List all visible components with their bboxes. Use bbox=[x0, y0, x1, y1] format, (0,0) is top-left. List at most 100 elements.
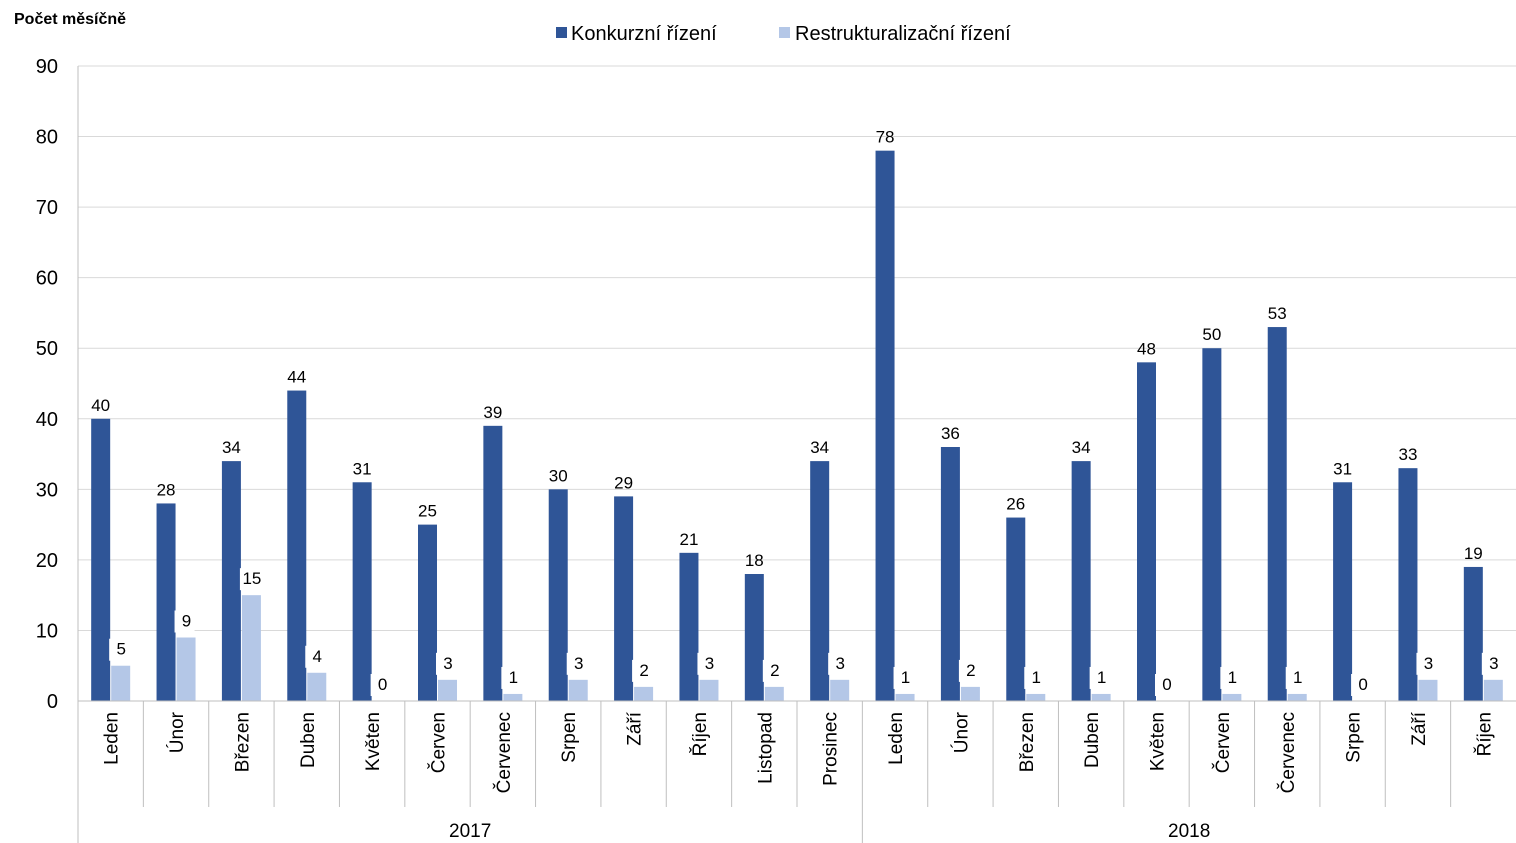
bar-konkurzni bbox=[91, 418, 111, 701]
data-label-restrukturalizacni: 1 bbox=[509, 668, 518, 687]
data-label-background bbox=[1155, 674, 1175, 696]
category-labels: Leden Únor Březen Duben Květen Červen Červenec… bbox=[102, 711, 1496, 793]
group-label: 2018 bbox=[1168, 821, 1210, 842]
data-label-background bbox=[697, 652, 718, 675]
bar-restrukturalizacni bbox=[895, 693, 915, 701]
bar-restrukturalizacni bbox=[634, 686, 654, 701]
category-label: Červen bbox=[1212, 712, 1234, 773]
data-label-konkurzni: 78 bbox=[876, 128, 895, 147]
y-axis-label: Počet měsíčně bbox=[14, 11, 126, 28]
y-tick-label: 80 bbox=[36, 127, 58, 149]
bar-restrukturalizacni bbox=[1287, 693, 1307, 701]
legend-label-restrukturalizacni: Restrukturalizační řízení bbox=[795, 23, 1011, 45]
data-label-restrukturalizacni: 3 bbox=[443, 654, 452, 673]
data-label-background bbox=[436, 652, 456, 675]
data-label-restrukturalizacni: 3 bbox=[574, 654, 583, 673]
category-label: Srpen bbox=[559, 712, 580, 763]
bar-restrukturalizacni bbox=[960, 686, 980, 701]
bar-konkurzni bbox=[418, 524, 437, 701]
bar-konkurzni bbox=[156, 503, 176, 701]
data-label-restrukturalizacni: 0 bbox=[378, 675, 387, 694]
data-label-konkurzni: 34 bbox=[222, 438, 241, 457]
data-label-background bbox=[239, 568, 260, 591]
bar-restrukturalizacni bbox=[1026, 693, 1046, 701]
category-label: Září bbox=[1409, 711, 1430, 746]
data-label-restrukturalizacni: 3 bbox=[1424, 654, 1433, 673]
bar-konkurzni bbox=[1006, 517, 1026, 701]
bar-restrukturalizacni bbox=[503, 693, 523, 701]
data-label-konkurzni: 40 bbox=[91, 396, 110, 415]
bars: 4052893415444310253391303292213182343781… bbox=[91, 128, 1503, 701]
category-label: Březen bbox=[1017, 712, 1038, 772]
axes bbox=[77, 66, 1516, 843]
category-label: Duben bbox=[1082, 712, 1103, 768]
bar-restrukturalizacni bbox=[111, 665, 131, 701]
data-label-konkurzni: 50 bbox=[1202, 325, 1221, 344]
group-labels: 2017 2018 bbox=[449, 821, 1210, 842]
data-label-background bbox=[893, 666, 914, 689]
bar-restrukturalizacni bbox=[1091, 693, 1111, 701]
y-tick-label: 30 bbox=[36, 479, 58, 501]
data-label-background bbox=[1024, 666, 1045, 689]
y-tick-label: 20 bbox=[36, 550, 58, 572]
data-label-background bbox=[1220, 666, 1241, 689]
category-label: Leden bbox=[886, 712, 907, 765]
category-label: Říjen bbox=[1473, 712, 1495, 756]
data-label-konkurzni: 19 bbox=[1464, 544, 1483, 563]
bar-konkurzni bbox=[679, 552, 699, 701]
legend-swatch-restrukturalizacni bbox=[779, 27, 790, 38]
legend-label-konkurzni: Konkurzní řízení bbox=[571, 23, 717, 45]
legend-swatch-konkurzni bbox=[556, 27, 567, 38]
y-tick-label: 70 bbox=[36, 197, 58, 219]
data-label-restrukturalizacni: 3 bbox=[705, 654, 714, 673]
bar-konkurzni bbox=[548, 489, 568, 701]
data-label-konkurzni: 31 bbox=[353, 459, 372, 478]
y-tick-label: 50 bbox=[36, 338, 58, 360]
data-label-background bbox=[828, 652, 849, 675]
category-label: Květen bbox=[363, 712, 384, 771]
category-label: Červenec bbox=[493, 712, 515, 793]
data-label-background bbox=[1481, 652, 1502, 675]
bar-restrukturalizacni bbox=[1418, 679, 1438, 701]
bar-konkurzni bbox=[287, 390, 307, 701]
bar-konkurzni bbox=[483, 425, 503, 701]
bar-restrukturalizacni bbox=[1222, 693, 1242, 701]
data-label-background bbox=[958, 659, 979, 682]
data-label-konkurzni: 34 bbox=[810, 438, 829, 457]
data-label-konkurzni: 21 bbox=[679, 530, 698, 549]
data-label-restrukturalizacni: 2 bbox=[966, 661, 975, 680]
data-label-background bbox=[370, 674, 391, 696]
bar-konkurzni bbox=[1267, 327, 1287, 701]
bar-restrukturalizacni bbox=[764, 686, 784, 701]
bar-konkurzni bbox=[940, 447, 960, 701]
y-tick-label: 40 bbox=[36, 409, 58, 431]
data-label-konkurzni: 26 bbox=[1006, 495, 1025, 514]
bar-restrukturalizacni bbox=[699, 679, 719, 701]
category-label: Červenec bbox=[1277, 712, 1299, 793]
category-label: Květen bbox=[1148, 712, 1169, 771]
bar-konkurzni bbox=[1071, 461, 1091, 701]
data-label-konkurzni: 48 bbox=[1137, 339, 1156, 358]
bar-restrukturalizacni bbox=[830, 679, 850, 701]
bar-konkurzni bbox=[1398, 468, 1418, 701]
data-label-konkurzni: 31 bbox=[1333, 459, 1352, 478]
bar-konkurzni bbox=[221, 461, 241, 701]
bar-konkurzni bbox=[1202, 348, 1222, 701]
category-label: Únor bbox=[950, 711, 972, 753]
data-label-konkurzni: 30 bbox=[549, 466, 568, 485]
y-tick-label: 0 bbox=[47, 691, 58, 713]
bar-konkurzni bbox=[1137, 362, 1156, 701]
data-label-konkurzni: 53 bbox=[1268, 304, 1287, 323]
data-label-restrukturalizacni: 9 bbox=[182, 612, 191, 631]
data-label-restrukturalizacni: 4 bbox=[313, 647, 322, 666]
category-label: Březen bbox=[232, 712, 253, 772]
bar-restrukturalizacni bbox=[438, 679, 457, 701]
bar-konkurzni bbox=[1463, 566, 1483, 701]
data-label-konkurzni: 18 bbox=[745, 551, 764, 570]
data-label-restrukturalizacni: 0 bbox=[1358, 675, 1367, 694]
data-label-konkurzni: 34 bbox=[1072, 438, 1091, 457]
gridlines bbox=[78, 65, 1516, 631]
data-label-restrukturalizacni: 1 bbox=[1032, 668, 1041, 687]
data-label-restrukturalizacni: 2 bbox=[770, 661, 779, 680]
